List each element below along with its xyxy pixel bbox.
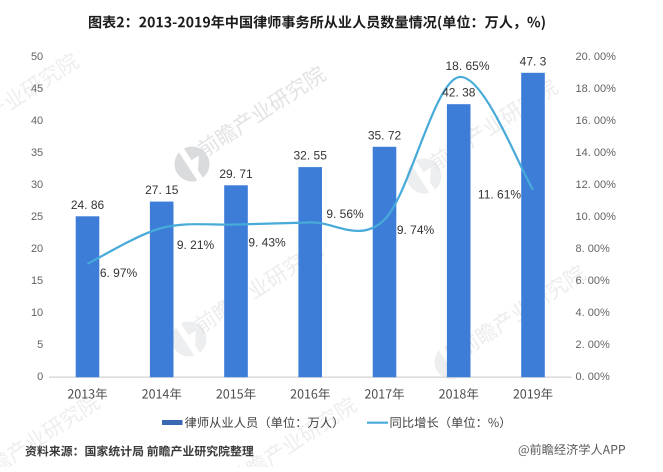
svg-text:5: 5 <box>37 339 43 351</box>
svg-text:2. 00%: 2. 00% <box>576 339 610 351</box>
svg-text:18. 65%: 18. 65% <box>445 59 489 73</box>
svg-text:0. 00%: 0. 00% <box>576 371 610 383</box>
svg-text:20. 00%: 20. 00% <box>576 51 617 63</box>
svg-text:0: 0 <box>37 371 43 383</box>
svg-text:10. 00%: 10. 00% <box>576 211 617 223</box>
svg-text:29. 71: 29. 71 <box>219 167 253 181</box>
svg-text:27. 15: 27. 15 <box>145 183 179 197</box>
svg-text:30: 30 <box>31 179 43 191</box>
svg-text:20: 20 <box>31 243 43 255</box>
svg-text:32. 55: 32. 55 <box>294 149 328 163</box>
svg-text:40: 40 <box>31 115 43 127</box>
svg-text:15: 15 <box>31 275 43 287</box>
svg-text:50: 50 <box>31 51 43 63</box>
svg-text:14. 00%: 14. 00% <box>576 147 617 159</box>
svg-text:25: 25 <box>31 211 43 223</box>
svg-text:10: 10 <box>31 307 43 319</box>
svg-text:16. 00%: 16. 00% <box>576 115 617 127</box>
svg-text:18. 00%: 18. 00% <box>576 83 617 95</box>
svg-text:12. 00%: 12. 00% <box>576 179 617 191</box>
svg-text:9. 56%: 9. 56% <box>326 207 364 221</box>
svg-text:35. 72: 35. 72 <box>368 128 402 142</box>
svg-text:6. 00%: 6. 00% <box>576 275 610 287</box>
svg-text:11. 61%: 11. 61% <box>478 188 521 202</box>
svg-text:9. 74%: 9. 74% <box>397 223 435 237</box>
svg-text:8. 00%: 8. 00% <box>576 243 610 255</box>
svg-text:42. 38: 42. 38 <box>442 86 476 100</box>
svg-text:9. 43%: 9. 43% <box>248 236 286 250</box>
svg-text:4. 00%: 4. 00% <box>576 307 610 319</box>
svg-text:47. 3: 47. 3 <box>520 54 547 68</box>
svg-text:35: 35 <box>31 147 43 159</box>
svg-text:24. 86: 24. 86 <box>71 198 105 212</box>
svg-text:6. 97%: 6. 97% <box>100 266 138 280</box>
svg-text:9. 21%: 9. 21% <box>177 238 215 252</box>
svg-text:45: 45 <box>31 83 43 95</box>
